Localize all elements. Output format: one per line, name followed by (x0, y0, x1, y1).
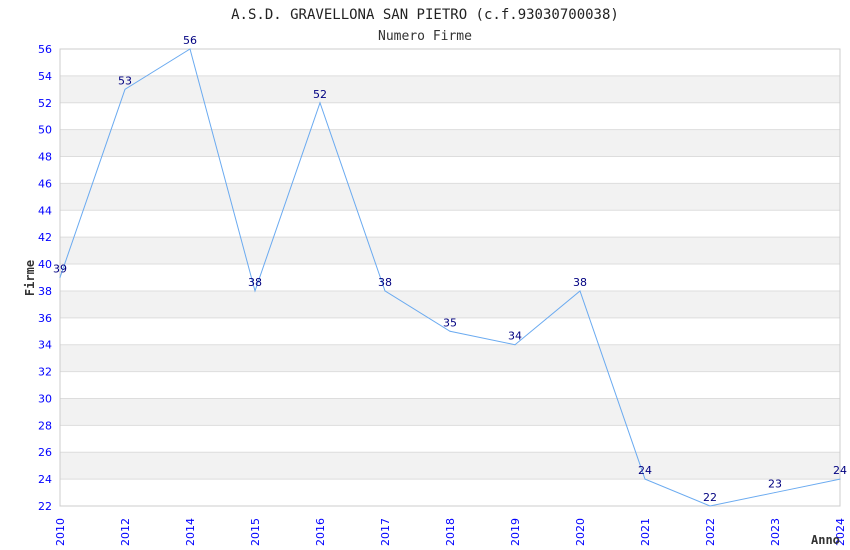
y-tick-label: 56 (38, 43, 52, 56)
y-tick-label: 38 (38, 285, 52, 298)
data-point (644, 478, 646, 480)
data-point (709, 505, 711, 507)
y-tick-label: 30 (38, 392, 52, 405)
grid-band (60, 75, 840, 103)
data-point (839, 478, 841, 480)
y-tick-label: 44 (38, 204, 52, 217)
y-tick-label: 46 (38, 177, 52, 190)
data-label: 23 (768, 478, 782, 491)
data-point (59, 277, 61, 278)
y-axis-label: Firme (23, 260, 37, 296)
data-label: 35 (443, 316, 457, 329)
x-axis-ticks: 2010 2012 2014 2015 2016 2017 2018 2019 2020 2021… (54, 518, 847, 546)
data-label: 39 (53, 263, 67, 276)
x-tick-label: 2016 (314, 518, 327, 546)
data-labels: 39 53 56 38 52 38 35 34 38 24 22 23 24 (53, 34, 847, 507)
data-label: 24 (833, 464, 847, 477)
grid-band (60, 290, 840, 318)
grid-band (60, 210, 840, 238)
x-tick-label: 2024 (834, 518, 847, 546)
data-point (254, 290, 256, 292)
data-point (189, 48, 191, 50)
x-tick-label: 2014 (184, 518, 197, 546)
y-tick-label: 24 (38, 473, 52, 486)
y-tick-label: 42 (38, 231, 52, 244)
y-tick-label: 28 (38, 419, 52, 432)
y-tick-label: 26 (38, 446, 52, 459)
x-tick-label: 2020 (574, 518, 587, 546)
data-label: 53 (118, 74, 132, 87)
data-label: 24 (638, 464, 652, 477)
x-tick-label: 2012 (119, 518, 132, 546)
grid-band (60, 479, 840, 506)
x-tick-label: 2017 (379, 518, 392, 546)
y-tick-label: 48 (38, 151, 52, 164)
x-tick-label: 2010 (54, 518, 67, 546)
data-label: 22 (703, 491, 717, 504)
data-point (514, 344, 516, 346)
data-label: 56 (183, 34, 197, 47)
x-tick-label: 2021 (639, 518, 652, 546)
y-tick-label: 36 (38, 312, 52, 325)
data-label: 38 (248, 276, 262, 289)
y-tick-label: 34 (38, 339, 52, 352)
x-tick-label: 2019 (509, 518, 522, 546)
grid-band (60, 102, 840, 130)
x-tick-label: 2018 (444, 518, 457, 546)
y-tick-label: 22 (38, 500, 52, 513)
x-axis-label: Anno (811, 533, 840, 547)
data-label: 52 (313, 88, 327, 101)
data-point (384, 290, 386, 292)
grid-band (60, 344, 840, 372)
data-label: 38 (573, 276, 587, 289)
data-point (449, 330, 451, 332)
chart-subtitle: Numero Firme (378, 29, 472, 44)
y-tick-label: 54 (38, 70, 52, 83)
y-tick-label: 40 (38, 258, 52, 271)
grid-bands (60, 48, 840, 507)
data-point (579, 290, 581, 292)
chart-title: A.S.D. GRAVELLONA SAN PIETRO (c.f.930307… (231, 7, 619, 23)
grid-band (60, 129, 840, 157)
data-point (124, 88, 126, 90)
data-label: 34 (508, 330, 522, 343)
grid-band (60, 398, 840, 426)
x-tick-label: 2015 (249, 518, 262, 546)
grid-band (60, 264, 840, 291)
grid-band (60, 425, 840, 453)
y-tick-label: 52 (38, 97, 52, 110)
grid-band (60, 452, 840, 480)
x-tick-label: 2022 (704, 518, 717, 546)
grid-band (60, 371, 840, 399)
y-tick-label: 32 (38, 366, 52, 379)
x-tick-label: 2023 (769, 518, 782, 546)
grid-band (60, 183, 840, 211)
data-point (774, 492, 776, 494)
data-label: 38 (378, 276, 392, 289)
y-tick-label: 50 (38, 124, 52, 137)
data-point (319, 102, 321, 104)
grid-band (60, 237, 840, 265)
y-axis-ticks: 22 24 26 28 30 32 34 36 38 40 42 44 46 48 50 52 54 56 (38, 43, 52, 513)
grid-band (60, 49, 840, 76)
grid-band (60, 156, 840, 184)
